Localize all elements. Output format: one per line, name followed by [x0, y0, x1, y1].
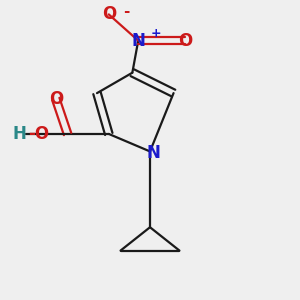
Text: H: H [13, 125, 26, 143]
Text: +: + [151, 27, 161, 40]
Text: O: O [178, 32, 193, 50]
Text: -: - [123, 4, 130, 19]
Text: O: O [49, 90, 63, 108]
Text: N: N [131, 32, 145, 50]
Text: -O: -O [28, 125, 49, 143]
Text: N: N [146, 144, 160, 162]
Text: O: O [102, 5, 116, 23]
